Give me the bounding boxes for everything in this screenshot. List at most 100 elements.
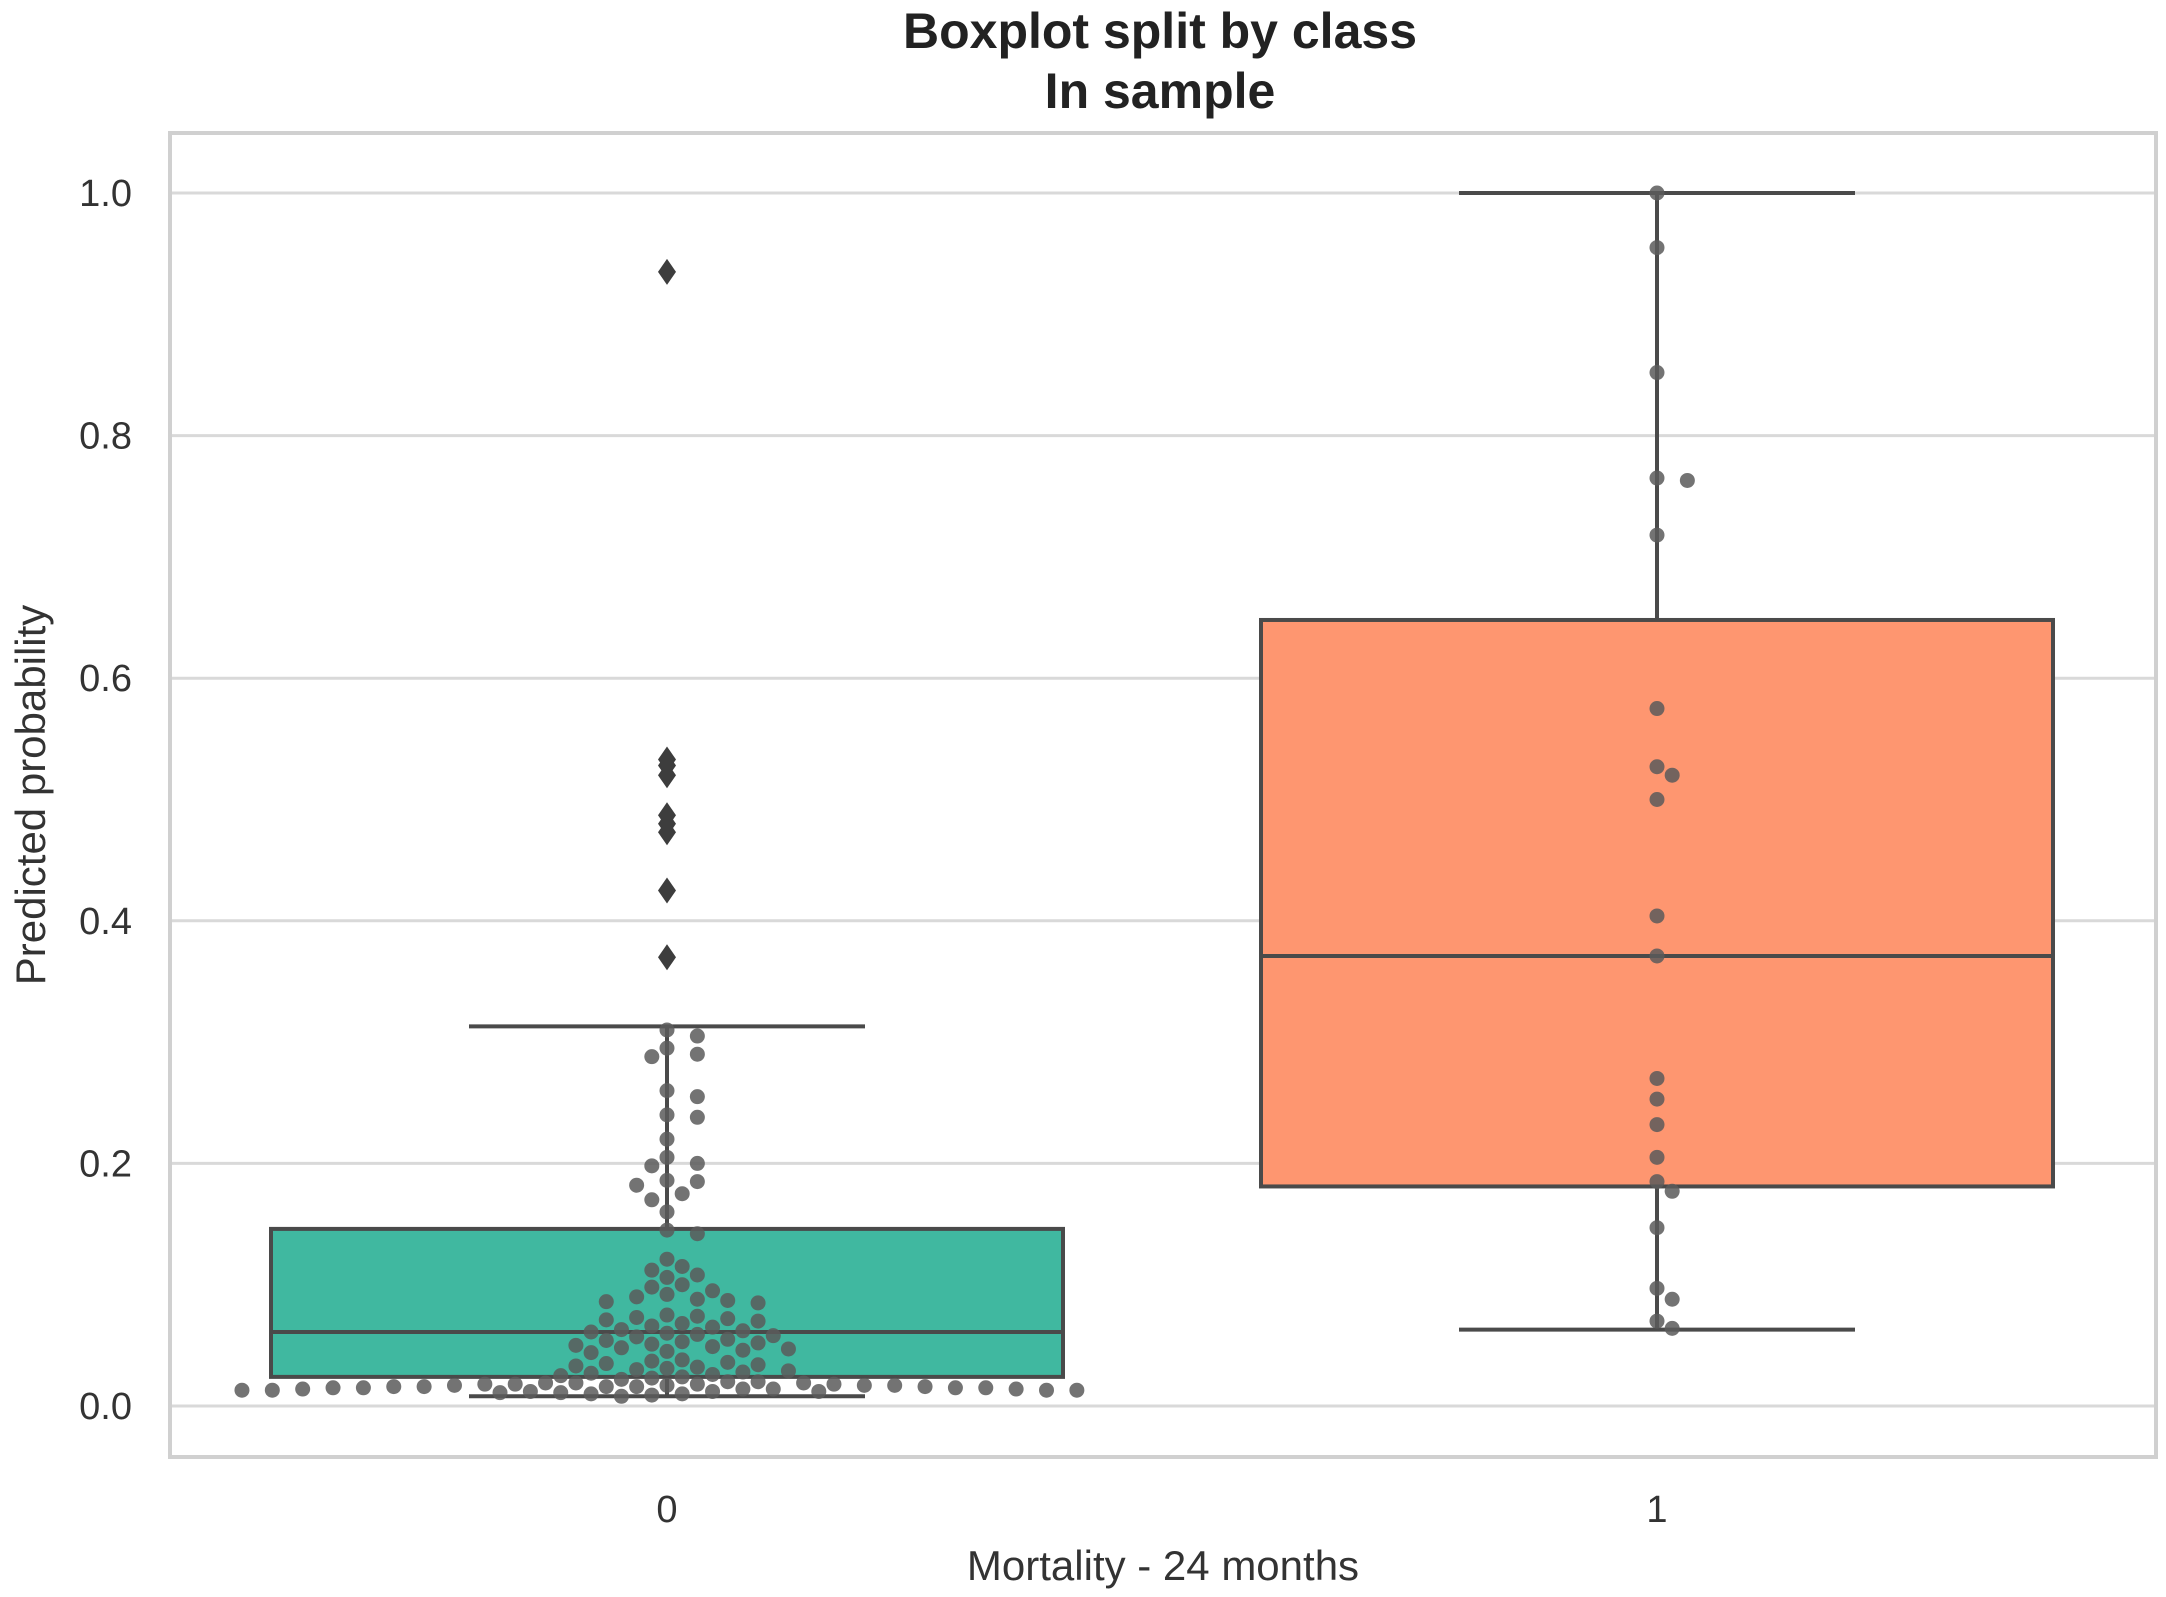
data-point — [720, 1292, 736, 1308]
data-point — [1649, 1117, 1665, 1133]
data-point — [674, 1334, 690, 1350]
data-point — [826, 1376, 842, 1392]
data-point — [553, 1368, 569, 1384]
data-point — [1649, 1070, 1665, 1086]
data-point — [735, 1381, 751, 1397]
data-point — [644, 1318, 660, 1334]
data-point — [629, 1289, 645, 1305]
data-point — [659, 1325, 675, 1341]
data-point — [629, 1362, 645, 1378]
data-point — [644, 1387, 660, 1403]
data-point — [295, 1381, 311, 1397]
data-point — [644, 1158, 660, 1174]
data-point — [750, 1374, 766, 1390]
data-point — [765, 1381, 781, 1397]
x-axis-label: Mortality - 24 months — [967, 1542, 1359, 1589]
data-point — [689, 1046, 705, 1062]
data-point — [659, 1172, 675, 1188]
outlier-marker — [658, 877, 676, 904]
plot-frame — [168, 131, 2158, 1459]
data-point — [659, 1307, 675, 1323]
data-point — [689, 1308, 705, 1324]
data-point — [446, 1377, 462, 1393]
data-point — [355, 1380, 371, 1396]
data-point — [689, 1089, 705, 1105]
data-point — [689, 1226, 705, 1242]
gridlines — [170, 191, 2156, 1408]
data-point — [674, 1186, 690, 1202]
data-point — [1649, 908, 1665, 924]
data-point — [629, 1329, 645, 1345]
data-point — [735, 1364, 751, 1380]
data-point — [264, 1382, 280, 1398]
data-point — [659, 1343, 675, 1359]
data-point — [1649, 365, 1665, 381]
data-point — [1664, 1291, 1680, 1307]
data-point — [659, 1251, 675, 1267]
data-point — [492, 1385, 508, 1401]
data-point — [1649, 948, 1665, 964]
data-point — [644, 1279, 660, 1295]
data-point — [629, 1379, 645, 1395]
data-point — [689, 1174, 705, 1190]
data-point — [659, 1286, 675, 1302]
tick-labels: 0.0 0.2 0.4 0.6 0.8 1.0 0 1 — [79, 173, 1667, 1531]
data-point — [765, 1328, 781, 1344]
data-point — [568, 1375, 584, 1391]
data-point — [1679, 472, 1695, 488]
data-point — [750, 1313, 766, 1329]
data-point — [674, 1352, 690, 1368]
data-point — [598, 1356, 614, 1372]
data-point — [1649, 470, 1665, 486]
data-point — [780, 1363, 796, 1379]
data-point — [644, 1336, 660, 1352]
data-point — [598, 1294, 614, 1310]
data-point — [796, 1375, 812, 1391]
data-point — [477, 1376, 493, 1392]
outlier-marker — [658, 944, 676, 971]
x-tick-label: 0 — [656, 1489, 677, 1531]
data-point — [659, 1377, 675, 1393]
data-point — [659, 1107, 675, 1123]
data-point — [629, 1177, 645, 1193]
data-point — [659, 1022, 675, 1038]
data-point — [1649, 1149, 1665, 1165]
data-point — [644, 1262, 660, 1278]
outlier-marker — [658, 762, 676, 789]
data-point — [705, 1366, 721, 1382]
data-point — [705, 1283, 721, 1299]
data-point — [1664, 767, 1680, 783]
y-tick-label: 0.8 — [79, 416, 132, 458]
data-point — [750, 1335, 766, 1351]
data-point — [644, 1049, 660, 1065]
data-point — [598, 1379, 614, 1395]
data-point — [1649, 759, 1665, 775]
data-point — [780, 1341, 796, 1357]
data-point — [644, 1192, 660, 1208]
data-point — [674, 1277, 690, 1293]
data-point — [659, 1269, 675, 1285]
data-point — [325, 1380, 341, 1396]
data-point — [568, 1358, 584, 1374]
data-point — [689, 1155, 705, 1171]
chart-subtitle: In sample — [1045, 63, 1276, 119]
data-point — [598, 1312, 614, 1328]
data-point — [659, 1149, 675, 1165]
data-point — [674, 1316, 690, 1332]
data-point — [1649, 185, 1665, 201]
data-point — [674, 1386, 690, 1402]
data-point — [720, 1331, 736, 1347]
data-point — [613, 1388, 629, 1404]
data-point — [811, 1383, 827, 1399]
data-point — [1649, 701, 1665, 717]
data-point — [720, 1354, 736, 1370]
data-point — [689, 1267, 705, 1283]
data-point — [659, 1131, 675, 1147]
data-point — [598, 1332, 614, 1348]
data-point — [947, 1380, 963, 1396]
swarm-points — [234, 185, 1695, 1404]
data-point — [735, 1342, 751, 1358]
data-point — [507, 1376, 523, 1392]
data-point — [1649, 1091, 1665, 1107]
data-point — [705, 1319, 721, 1335]
